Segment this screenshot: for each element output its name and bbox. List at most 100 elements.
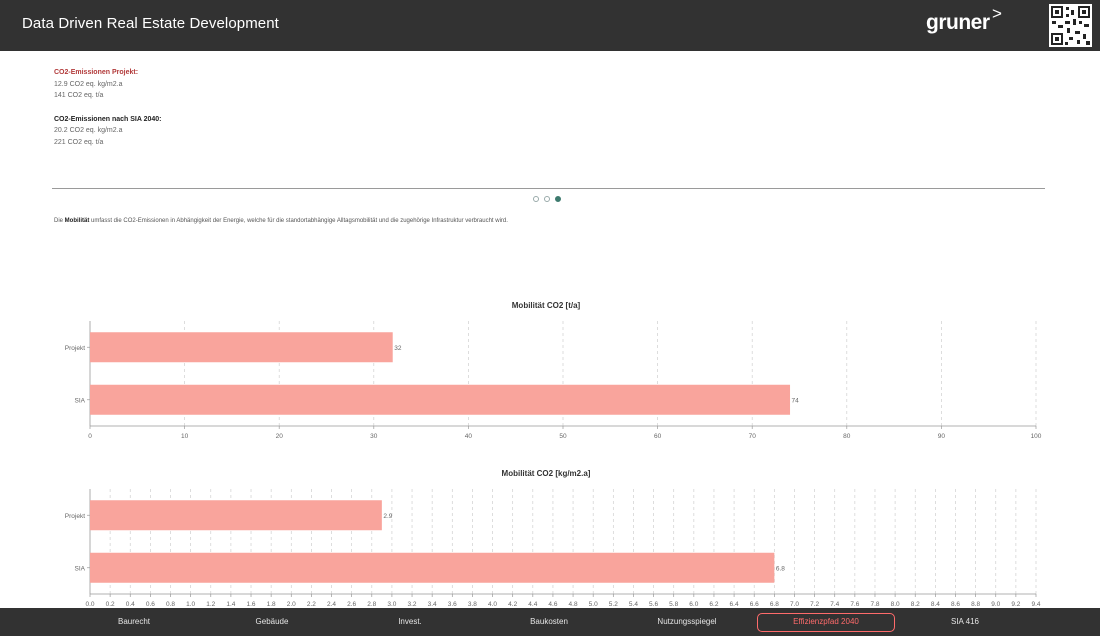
chart2-x-tick-label: 1.4 <box>226 601 235 608</box>
chart2-x-tick-label: 9.2 <box>1011 601 1020 608</box>
logo-chevron-icon: > <box>992 4 1002 23</box>
carousel-dot-1[interactable] <box>533 196 539 202</box>
nav-tab-gebaeude[interactable]: Gebäude <box>255 617 289 626</box>
chart1-x-tick-label: 90 <box>938 433 946 440</box>
chart2-x-tick-label: 4.6 <box>548 601 557 608</box>
chart2-x-tick-label: 5.4 <box>629 601 638 608</box>
description-text: umfasst die CO2-Emissionen in Abhängigke… <box>89 218 508 224</box>
chart1-bar-sia <box>90 384 791 415</box>
chart2-x-tick-label: 0.8 <box>166 601 175 608</box>
chart2-x-tick-label: 5.2 <box>609 601 618 608</box>
chart2-x-tick-label: 8.6 <box>951 601 960 608</box>
project-emissions-per-year: 141 CO2 eq. t/a <box>54 92 104 99</box>
chart1-x-tick-label: 100 <box>1031 433 1042 440</box>
mobility-co2-kgm2a-chart: Mobilität CO2 [kg/m2.a] 0.0 0.2 0.4 0.6 0.8 1.… <box>65 469 1041 608</box>
chart1-data-label: 32 <box>394 345 402 352</box>
gruner-logo[interactable]: gruner > <box>926 4 1002 35</box>
chart2-x-tick-label: 0.4 <box>126 601 135 608</box>
chart2-x-tick-label: 6.6 <box>750 601 759 608</box>
chart2-x-tick-label: 9.4 <box>1031 601 1040 608</box>
chart2-x-tick-label: 4.0 <box>488 601 497 608</box>
chart1-y-tick-label: SIA <box>75 397 86 404</box>
project-emissions-heading: CO2-Emissionen Projekt: <box>54 69 139 76</box>
nav-tab-baukosten[interactable]: Baukosten <box>530 617 568 626</box>
chart2-x-tick-label: 3.0 <box>387 601 396 608</box>
sia-emissions-heading: CO2-Emissionen nach SIA 2040: <box>54 115 162 123</box>
chart1-y-tick-label: Projekt <box>65 345 85 352</box>
description-term: Mobilität <box>64 218 90 224</box>
chart2-x-tick-label: 7.0 <box>790 601 799 608</box>
nav-tab-sia-416[interactable]: SIA 416 <box>950 617 980 626</box>
chart1-x-tick-label: 30 <box>370 433 378 440</box>
chart2-x-tick-label: 3.6 <box>448 601 457 608</box>
chart2-x-tick-label: 6.0 <box>689 601 698 608</box>
chart1-x-tick-label: 10 <box>181 433 189 440</box>
chart2-x-tick-label: 9.0 <box>991 601 1000 608</box>
chart1-title: Mobilität CO2 [t/a] <box>512 301 581 310</box>
nav-tab-baurecht[interactable]: Baurecht <box>117 617 151 626</box>
chart2-x-tick-label: 7.4 <box>830 601 839 608</box>
emissions-summary: CO2-Emissionen Projekt: 12.9 CO2 eq. kg/… <box>54 67 162 160</box>
nav-tab-effizienzpfad-2040[interactable]: Effizienzpfad 2040 <box>793 617 859 626</box>
mobility-description: Die Mobilität umfasst die CO2-Emissionen… <box>54 218 508 224</box>
chart2-x-tick-label: 0.2 <box>106 601 115 608</box>
chart2-x-tick-label: 1.0 <box>186 601 195 608</box>
chart2-x-tick-label: 0.6 <box>146 601 155 608</box>
chart2-y-tick-label: Projekt <box>65 513 85 520</box>
chart1-x-tick-label: 0 <box>88 433 92 440</box>
chart2-data-label: 6.8 <box>776 565 785 572</box>
chart2-x-tick-label: 8.0 <box>891 601 900 608</box>
chart1-data-label: 74 <box>792 397 800 404</box>
chart2-x-tick-label: 2.2 <box>307 601 316 608</box>
logo-text: gruner <box>926 11 990 34</box>
chart2-x-tick-label: 6.8 <box>770 601 779 608</box>
chart2-x-tick-label: 0.0 <box>85 601 94 608</box>
top-bar: Data Driven Real Estate Development grun… <box>0 0 1100 51</box>
chart1-bar-projekt <box>90 332 393 363</box>
chart2-x-tick-label: 2.4 <box>327 601 336 608</box>
nav-tab-nutzungsspiegel[interactable]: Nutzungsspiegel <box>657 617 717 626</box>
chart2-x-tick-label: 3.4 <box>428 601 437 608</box>
chart2-x-tick-label: 8.8 <box>971 601 980 608</box>
chart2-x-tick-label: 2.8 <box>367 601 376 608</box>
chart2-x-tick-label: 8.4 <box>931 601 940 608</box>
qr-code-icon <box>1049 4 1092 47</box>
chart2-bar-projekt <box>90 500 382 531</box>
chart2-x-tick-label: 7.6 <box>850 601 859 608</box>
chart2-x-tick-label: 6.2 <box>709 601 718 608</box>
mobility-co2-ta-chart: Mobilität CO2 [t/a] 0 10 20 30 40 50 60 70 80 90 10… <box>65 301 1042 440</box>
chart1-x-tick-label: 80 <box>843 433 851 440</box>
project-emissions: CO2-Emissionen Projekt: 12.9 CO2 eq. kg/… <box>54 67 162 102</box>
active-tab-indicator <box>757 613 895 632</box>
chart2-x-tick-label: 3.8 <box>468 601 477 608</box>
chart2-x-tick-label: 4.8 <box>569 601 578 608</box>
chart2-x-tick-label: 6.4 <box>730 601 739 608</box>
chart2-y-tick-label: SIA <box>75 565 86 572</box>
chart2-x-tick-label: 7.8 <box>870 601 879 608</box>
chart2-x-tick-label: 2.6 <box>347 601 356 608</box>
section-divider <box>52 188 1045 189</box>
chart2-x-tick-label: 1.8 <box>267 601 276 608</box>
chart1-x-tick-label: 50 <box>559 433 567 440</box>
chart2-x-tick-label: 5.8 <box>669 601 678 608</box>
chart2-x-tick-label: 4.2 <box>508 601 517 608</box>
sia-emissions-per-year: 221 CO2 eq. t/a <box>54 138 104 146</box>
chart2-x-tick-label: 4.4 <box>528 601 537 608</box>
chart2-x-tick-label: 2.0 <box>287 601 296 608</box>
chart2-data-label: 2.9 <box>383 513 392 520</box>
chart2-x-tick-label: 5.0 <box>589 601 598 608</box>
chart1-x-tick-label: 70 <box>749 433 757 440</box>
sia-emissions: CO2-Emissionen nach SIA 2040: 20.2 CO2 e… <box>54 114 162 149</box>
chart2-x-tick-label: 1.6 <box>246 601 255 608</box>
bottom-nav: Baurecht Gebäude Invest. Baukosten Nutzu… <box>0 608 1100 636</box>
carousel-dot-2[interactable] <box>544 196 550 202</box>
chart2-x-tick-label: 3.2 <box>408 601 417 608</box>
carousel-dot-3[interactable] <box>555 196 561 202</box>
app-title: Data Driven Real Estate Development <box>22 15 279 32</box>
chart2-x-tick-label: 5.6 <box>649 601 658 608</box>
chart2-title: Mobilität CO2 [kg/m2.a] <box>502 469 591 478</box>
nav-tab-invest[interactable]: Invest. <box>398 617 422 626</box>
chart1-x-tick-label: 40 <box>465 433 473 440</box>
project-emissions-per-area: 12.9 CO2 eq. kg/m2.a <box>54 80 123 88</box>
chart1-x-tick-label: 20 <box>276 433 284 440</box>
